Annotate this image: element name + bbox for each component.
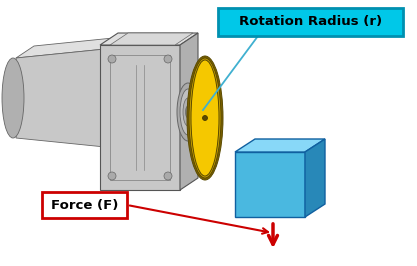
Ellipse shape — [183, 98, 193, 126]
Ellipse shape — [108, 172, 116, 180]
Ellipse shape — [191, 60, 219, 176]
Polygon shape — [16, 48, 115, 148]
Polygon shape — [100, 33, 198, 45]
Polygon shape — [305, 139, 325, 217]
Polygon shape — [100, 45, 180, 190]
FancyBboxPatch shape — [218, 8, 403, 36]
Ellipse shape — [164, 172, 172, 180]
Ellipse shape — [177, 83, 199, 141]
Polygon shape — [235, 139, 325, 152]
Ellipse shape — [187, 56, 223, 180]
Ellipse shape — [186, 106, 191, 118]
Ellipse shape — [164, 55, 172, 63]
Polygon shape — [110, 33, 193, 45]
Ellipse shape — [189, 58, 221, 178]
FancyBboxPatch shape — [42, 192, 127, 218]
Polygon shape — [235, 152, 305, 217]
Ellipse shape — [2, 58, 24, 138]
Polygon shape — [180, 33, 198, 190]
Ellipse shape — [203, 115, 208, 120]
Ellipse shape — [108, 55, 116, 63]
Ellipse shape — [180, 89, 196, 135]
Text: Force (F): Force (F) — [51, 198, 118, 211]
Text: Rotation Radius (r): Rotation Radius (r) — [239, 15, 382, 28]
Polygon shape — [16, 36, 133, 58]
